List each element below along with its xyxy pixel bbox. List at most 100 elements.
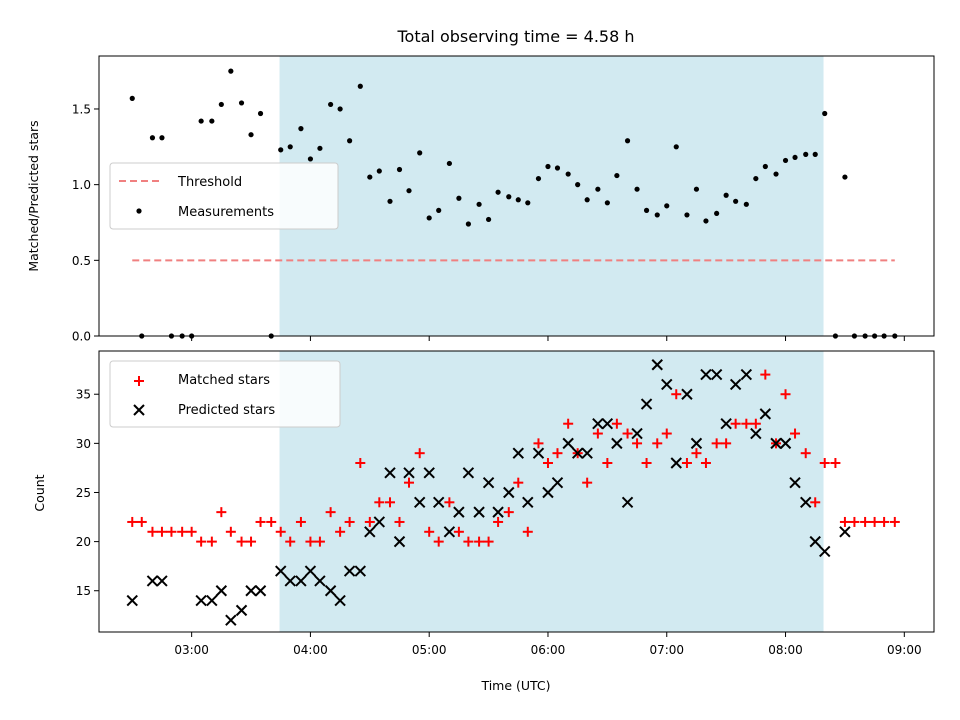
measurement-point [733,198,739,204]
predicted-star-point [551,476,564,489]
predicted-star-point [245,585,257,597]
matched-star-point [741,418,752,429]
measurement-point [584,197,590,203]
measurement-point [614,172,620,179]
matched-star-point [552,448,563,459]
matched-star-point [266,516,277,527]
matched-star-point [127,516,138,527]
measurement-point [714,210,720,217]
matched-star-point [325,507,336,518]
measurement-point [485,216,492,223]
predicted-star-point [581,447,593,459]
predicted-star-point [384,467,396,479]
measurement-point [198,118,204,124]
matched-star-point [404,477,415,488]
matched-star-point [335,526,346,537]
matched-star-point [622,428,633,439]
threshold-legend-label: Threshold [177,175,242,190]
measurement-point [278,147,284,153]
measurement-point [456,195,462,201]
measurement-point [634,186,640,192]
measurement-point [743,201,749,207]
measurement-point [248,132,254,138]
measurement-point [337,106,343,112]
predicted-star-point [254,585,267,597]
predicted-star-point [423,467,435,479]
predicted-star-point [700,368,712,381]
measurement-point [842,174,848,180]
top-legend: Threshold Measurements [109,162,339,230]
predicted-star-point [295,575,307,587]
measurement-point [624,138,631,144]
matched-star-point [563,418,574,429]
top-shaded-window [279,56,824,336]
matched-star-point [433,536,444,547]
matched-star-point [869,516,880,527]
matched-star-point [632,438,643,449]
predicted-star-point [789,476,801,489]
predicted-star-point [354,565,367,577]
measurement-point [812,151,818,157]
matched-star-point [503,507,514,518]
predicted-star-point [492,506,504,518]
predicted-star-point [651,359,663,371]
matched-star-point [602,458,613,469]
measurement-point [367,174,373,180]
matched-star-point [156,526,167,537]
matched-star-point [889,516,900,527]
measurement-point [684,212,690,218]
matched-star-point [147,526,158,537]
predicted-star-point [373,516,386,528]
measurement-point [159,135,165,141]
predicted-star-point [522,496,534,509]
matched-star-point [691,448,702,459]
measurement-point [545,163,551,170]
predicted-star-point [631,427,643,440]
measurement-point [773,171,779,177]
measurement-point [535,175,542,182]
bottom-x-tick-label: 07:00 [649,643,684,657]
predicted-star-point [314,575,326,587]
predicted-legend-label: Predicted stars [178,403,275,418]
measurement-point [565,171,571,177]
bottom-plot-frame [98,350,935,633]
matched-star-point [641,458,652,469]
matched-star-point [177,526,188,537]
matched-star-point [611,418,622,429]
matched-star-point [236,536,247,547]
bottom-y-tick-label: 25 [76,486,91,500]
matched-star-point [661,428,672,439]
matched-star-point [474,536,485,547]
matched-star-point [196,536,207,547]
measurement-point [396,166,403,173]
matched-star-point [463,536,474,547]
predicted-star-point [215,585,228,597]
measurement-point [238,100,245,106]
predicted-star-point [611,437,623,450]
predicted-star-point [770,437,782,450]
top-y-tick-label: 1.0 [72,178,91,192]
matched-star-point [136,516,147,527]
bottom-y-tick-label: 20 [76,535,91,549]
predicted-star-point [690,437,703,450]
measurement-point [317,145,323,151]
bottom-ylabel: Count [32,474,47,511]
predicted-star-point [432,496,445,509]
matched-star-point [483,536,494,547]
predicted-star-point [275,565,287,577]
matched-star-point [314,536,325,547]
measurement-point [387,198,393,204]
predicted-star-point [225,614,237,626]
predicted-star-point [681,388,693,400]
predicted-star-point [364,526,376,538]
measurement-point [298,126,304,132]
predicted-star-point [729,378,742,391]
matched-star-point [453,526,464,537]
matched-star-point [750,418,761,429]
predicted-star-point [403,467,415,479]
matched-star-point [830,458,841,469]
predicted-star-point [532,447,545,459]
predicted-star-point [710,368,723,381]
matched-star-point [790,428,801,439]
